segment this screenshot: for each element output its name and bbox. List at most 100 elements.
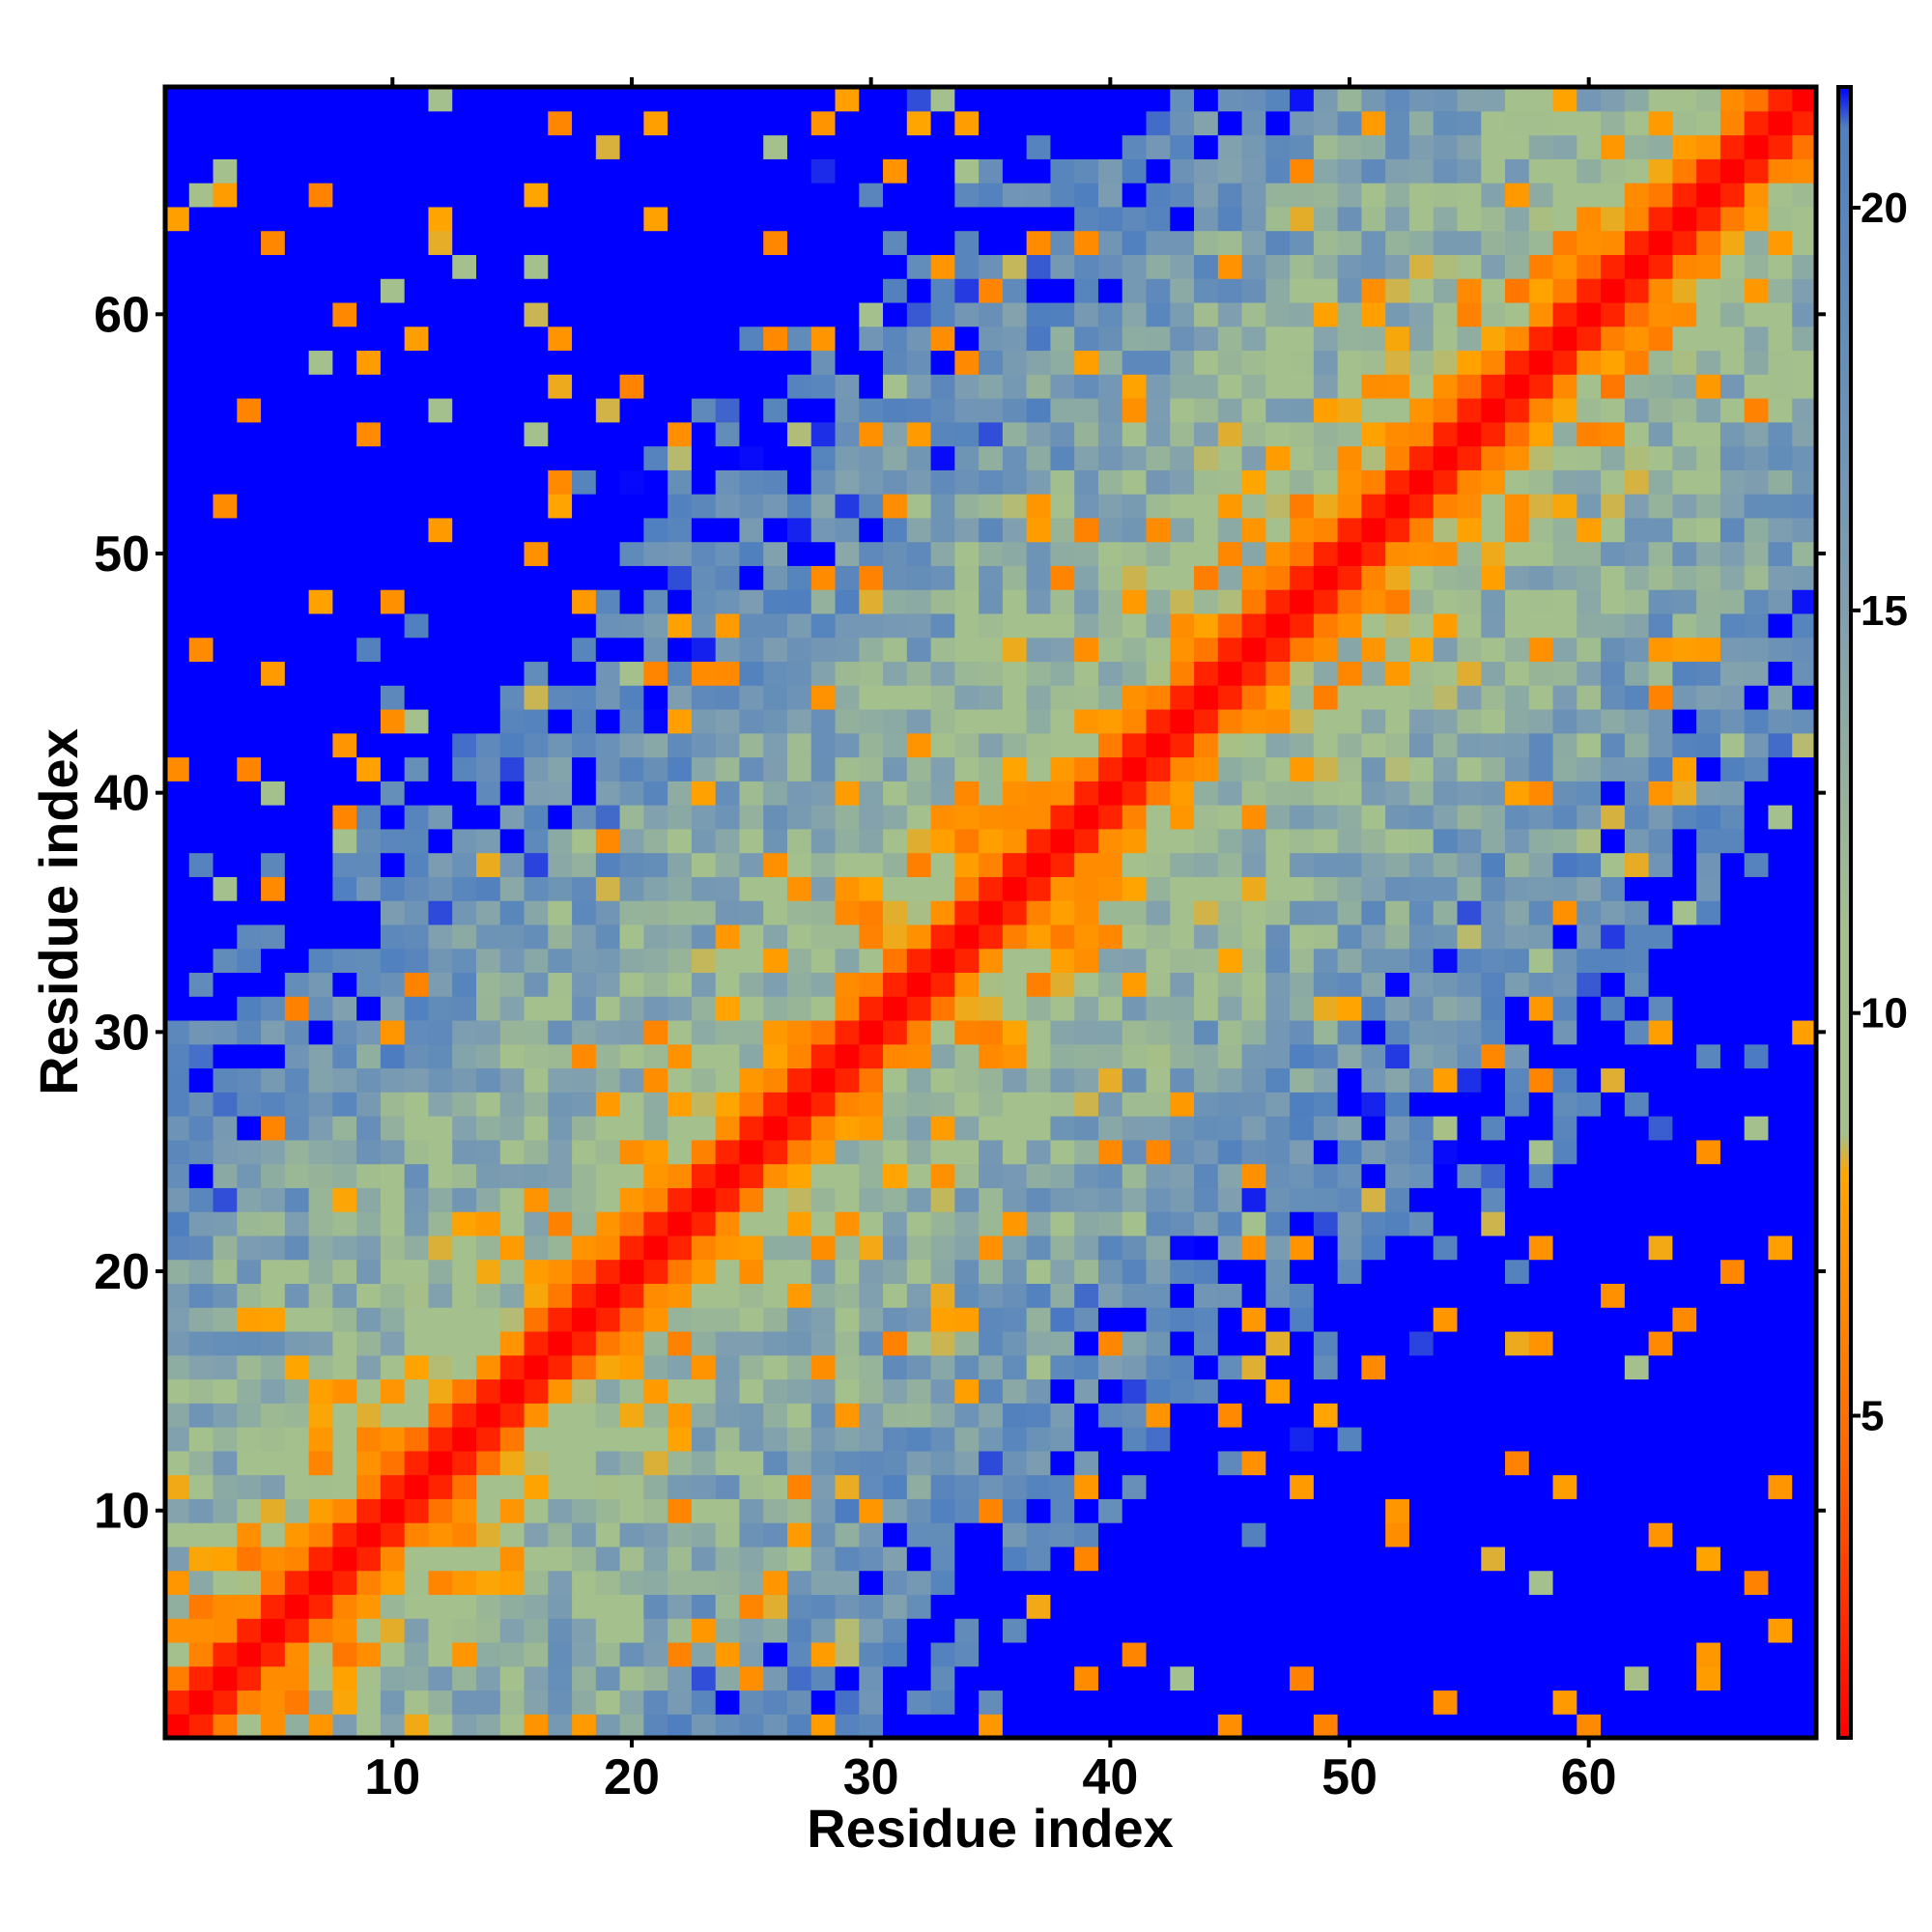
heatmap-cell [1457,183,1482,208]
heatmap-cell [1433,612,1459,639]
heatmap-cell [572,397,597,423]
heatmap-cell [284,1067,310,1093]
heatmap-cell [1648,1665,1673,1691]
heatmap-cell [1002,541,1028,566]
heatmap-cell [1577,350,1602,375]
heatmap-cell [308,326,333,352]
heatmap-cell [1481,828,1506,854]
heatmap-cell [1601,923,1626,950]
heatmap-cell [1361,1092,1386,1117]
heatmap-cell [499,469,526,495]
heatmap-cell [643,1403,668,1428]
heatmap-cell [1719,1116,1746,1141]
heatmap-cell [1577,1163,1602,1188]
heatmap-cell [165,445,190,470]
heatmap-cell [1624,756,1650,781]
heatmap-cell [548,158,573,184]
heatmap-cell [1457,661,1482,686]
heatmap-cell [1528,1474,1554,1499]
heatmap-cell [883,1641,908,1667]
heatmap-cell [1624,374,1650,399]
heatmap-cell [1408,1570,1435,1595]
heatmap-cell [1552,350,1577,375]
heatmap-cell [1719,254,1746,279]
heatmap-cell [1768,685,1793,710]
heatmap-cell [883,661,908,686]
heatmap-cell [739,852,764,877]
heatmap-cell [595,1043,621,1069]
heatmap-cell [1050,1450,1075,1476]
heatmap-cell [668,1665,693,1691]
heatmap-cell [165,1427,190,1452]
heatmap-cell [835,589,860,614]
heatmap-cell [1194,1187,1219,1212]
heatmap-cell [1457,612,1482,639]
heatmap-cell [1768,661,1793,686]
heatmap-cell [619,923,644,950]
heatmap-cell [1768,732,1793,758]
heatmap-cell [1505,158,1530,184]
heatmap-cell [572,900,597,925]
heatmap-cell [1122,1690,1148,1715]
heatmap-cell [954,972,980,997]
heatmap-cell [1290,87,1315,112]
heatmap-cell [763,805,788,830]
heatmap-cell [1601,1618,1626,1643]
heatmap-cell [428,1235,453,1261]
heatmap-cell [1074,469,1099,495]
heatmap-cell [930,134,955,159]
heatmap-cell [1505,923,1530,950]
heatmap-cell [906,1283,932,1308]
heatmap-cell [213,1259,238,1285]
heatmap-cell [1648,1019,1673,1045]
heatmap-cell [332,876,357,901]
heatmap-cell [1744,612,1770,639]
heatmap-cell [691,1690,717,1715]
heatmap-cell [1601,900,1626,925]
heatmap-cell [1265,278,1291,303]
heatmap-cell [1217,1019,1243,1045]
heatmap-cell [1744,876,1770,901]
heatmap-cell [1552,708,1577,734]
heatmap-cell [499,756,526,781]
heatmap-cell [1744,374,1770,399]
heatmap-cell [308,685,333,710]
heatmap-cell [1601,852,1626,877]
heatmap-cell [332,1139,357,1165]
heatmap-cell [1505,948,1530,974]
heatmap-cell [1577,805,1602,830]
heatmap-cell [356,1163,382,1188]
heatmap-cell [1097,445,1123,470]
heatmap-cell [1768,1546,1793,1572]
heatmap-cell [284,948,310,974]
heatmap-cell [261,254,286,279]
heatmap-cell [739,517,764,543]
heatmap-cell [499,948,526,974]
heatmap-cell [1385,1378,1410,1404]
heatmap-cell [1050,1714,1075,1739]
heatmap-cell [1792,326,1817,352]
heatmap-cell [1026,1403,1052,1428]
heatmap-cell [954,1546,980,1572]
heatmap-cell [1768,1019,1793,1045]
heatmap-cell [1313,708,1339,734]
heatmap-cell [1792,1019,1817,1045]
heatmap-cell [1146,1714,1171,1739]
heatmap-cell [1146,685,1171,710]
heatmap-cell [356,948,382,974]
heatmap-cell [1648,1043,1673,1069]
heatmap-cell [1050,206,1075,232]
heatmap-cell [1385,1211,1410,1236]
heatmap-cell [524,1187,549,1212]
heatmap-cell [1792,1594,1817,1619]
heatmap-cell [332,708,357,734]
heatmap-cell [188,1546,214,1572]
heatmap-cell [859,517,884,543]
heatmap-cell [1457,230,1482,255]
heatmap-cell [1601,469,1626,495]
heatmap-cell [739,1427,764,1452]
heatmap-cell [906,350,932,375]
heatmap-cell [715,494,741,519]
heatmap-cell [1433,1259,1459,1285]
heatmap-cell [1313,254,1339,279]
